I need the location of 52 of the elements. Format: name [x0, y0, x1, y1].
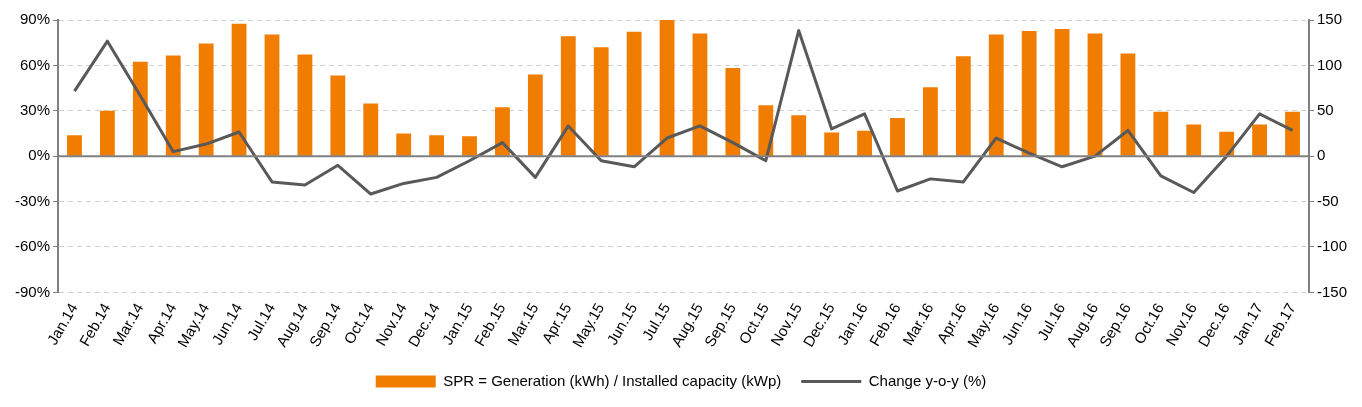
y2-tick-label: 0: [1316, 146, 1326, 164]
bar: [725, 68, 741, 156]
bar: [396, 133, 412, 156]
legend-label: Change y-o-y (%): [868, 371, 987, 389]
bar: [363, 103, 379, 156]
bar: [758, 105, 774, 156]
bar: [922, 87, 938, 156]
y-tick-label: 30%: [19, 100, 51, 118]
y2-tick-label: 150: [1316, 10, 1343, 28]
bar: [890, 118, 905, 156]
bar: [857, 130, 872, 156]
y2-tick-label: -50: [1316, 191, 1339, 209]
bar: [1186, 124, 1202, 156]
bar: [1252, 124, 1268, 156]
bar: [988, 34, 1004, 156]
bar: [1087, 33, 1103, 156]
bar: [1153, 111, 1169, 156]
y2-tick-label: -150: [1316, 282, 1348, 300]
legend-label: SPR = Generation (kWh) / Installed capacity (kWp): [443, 371, 782, 389]
bar: [67, 135, 82, 156]
bar: [264, 34, 280, 156]
bar: [132, 61, 148, 156]
y-tick-label: -90%: [14, 282, 51, 300]
bar: [791, 115, 807, 156]
y-tick-label: 0%: [28, 146, 51, 164]
bar: [527, 74, 543, 156]
y-tick-label: 90%: [19, 10, 51, 28]
bar: [231, 23, 247, 156]
bar: [165, 55, 181, 156]
bar: [560, 36, 576, 156]
bar: [495, 107, 510, 156]
bar: [462, 136, 477, 156]
y-tick-label: -30%: [14, 191, 51, 209]
y2-tick-label: -100: [1316, 237, 1348, 255]
bar: [330, 75, 346, 156]
y-tick-label: 60%: [19, 55, 51, 73]
y2-tick-label: 50: [1316, 100, 1334, 118]
bar: [198, 43, 214, 156]
bar: [626, 31, 642, 156]
y-tick-label: -60%: [14, 237, 51, 255]
bar: [1054, 29, 1070, 156]
bar: [593, 47, 609, 156]
bar: [824, 132, 840, 156]
bar: [429, 135, 444, 156]
bar: [955, 56, 971, 156]
bar: [692, 33, 708, 156]
bar: [99, 110, 115, 156]
bar: [1285, 111, 1300, 156]
bar: [659, 20, 675, 156]
bar: [1021, 30, 1037, 156]
bar: [297, 54, 313, 156]
y2-tick-label: 100: [1316, 55, 1343, 73]
